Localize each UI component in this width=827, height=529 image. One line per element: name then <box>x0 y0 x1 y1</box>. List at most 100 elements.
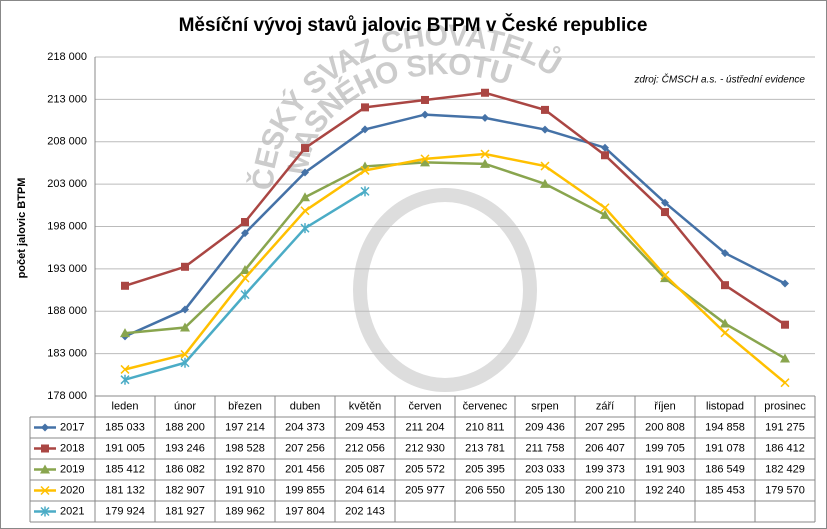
table-value: 211 204 <box>406 421 445 433</box>
x-tick-label: říjen <box>654 400 675 412</box>
legend-marker <box>40 506 50 517</box>
y-tick-label: 203 000 <box>47 178 87 190</box>
table-value: 200 210 <box>585 484 625 496</box>
marker <box>540 178 550 188</box>
marker <box>120 364 130 374</box>
marker <box>421 95 429 104</box>
marker <box>300 206 310 216</box>
marker <box>421 110 429 119</box>
x-tick-label: prosinec <box>764 400 806 412</box>
y-tick-label: 198 000 <box>47 220 87 232</box>
table-value: 210 811 <box>466 421 505 433</box>
table-value: 179 924 <box>105 505 145 517</box>
table-value: 206 407 <box>585 442 625 454</box>
table-value: 205 395 <box>465 463 505 475</box>
marker <box>360 186 370 197</box>
marker <box>540 161 550 171</box>
table-value: 199 373 <box>585 463 625 475</box>
marker <box>600 203 610 213</box>
marker <box>181 262 189 271</box>
marker <box>720 328 730 338</box>
table-value: 191 903 <box>645 463 685 475</box>
legend-marker <box>41 423 49 432</box>
table-value: 185 412 <box>105 463 145 475</box>
marker <box>361 125 369 134</box>
marker <box>241 218 249 227</box>
marker <box>120 374 130 385</box>
y-tick-label: 178 000 <box>47 390 87 402</box>
legend-label: 2017 <box>60 421 84 433</box>
marker <box>781 279 789 288</box>
line <box>124 152 786 384</box>
marker <box>480 158 490 168</box>
x-tick-label: červen <box>408 400 441 412</box>
x-tick-label: květěn <box>349 400 381 412</box>
marker <box>780 353 790 363</box>
marker <box>420 157 430 167</box>
table-value: 201 456 <box>285 463 325 475</box>
marker <box>481 88 489 97</box>
marker <box>240 264 250 274</box>
table-value: 205 572 <box>405 463 445 475</box>
table-value: 181 927 <box>165 505 205 517</box>
table-value: 213 781 <box>465 442 505 454</box>
table-value: 185 033 <box>105 421 145 433</box>
table-value: 182 907 <box>165 484 205 496</box>
table-value: 179 570 <box>765 484 805 496</box>
legend-marker <box>41 444 49 453</box>
x-tick-label: duben <box>290 400 321 412</box>
marker <box>240 289 250 300</box>
marker <box>480 149 490 159</box>
table-value: 204 373 <box>285 421 325 433</box>
marker <box>541 125 549 134</box>
legend-label: 2019 <box>60 463 84 475</box>
y-tick-label: 188 000 <box>47 305 87 317</box>
table-value: 205 087 <box>345 463 385 475</box>
marker <box>181 305 189 314</box>
y-tick-label: 183 000 <box>47 348 87 360</box>
table-value: 209 436 <box>525 421 565 433</box>
marker <box>241 229 249 238</box>
table-value: 192 240 <box>645 484 685 496</box>
table-value: 186 549 <box>705 463 745 475</box>
legend-marker <box>40 485 50 496</box>
marker <box>180 322 190 332</box>
table-value: 194 858 <box>705 421 745 433</box>
table-value: 182 429 <box>765 463 805 475</box>
table-value: 203 033 <box>525 463 565 475</box>
table-value: 191 005 <box>105 442 145 454</box>
y-tick-label: 213 000 <box>47 93 87 105</box>
marker <box>420 154 430 164</box>
line <box>124 91 786 326</box>
marker <box>661 208 669 217</box>
table-value: 205 977 <box>405 484 445 496</box>
table-value: 212 930 <box>405 442 445 454</box>
marker <box>240 273 250 283</box>
annotation: zdroj: ČMSCH a.s. - ústřední evidence <box>633 73 805 86</box>
table-value: 197 214 <box>225 421 265 433</box>
marker <box>360 165 370 175</box>
y-axis-label: počet jalovic BTPM <box>16 178 28 279</box>
marker <box>481 113 489 122</box>
y-tick-label: 193 000 <box>47 263 87 275</box>
marker <box>780 378 790 388</box>
marker <box>300 192 310 202</box>
table-value: 199 705 <box>645 442 685 454</box>
x-tick-label: leden <box>112 400 139 412</box>
marker <box>661 198 669 207</box>
watermark-logo <box>353 188 537 392</box>
marker <box>180 357 190 368</box>
table-value: 206 550 <box>465 484 505 496</box>
marker <box>601 143 609 152</box>
table-value: 192 870 <box>225 463 265 475</box>
marker <box>660 273 670 283</box>
y-tick-label: 208 000 <box>47 136 87 148</box>
table-value: 193 246 <box>165 442 205 454</box>
legend-label: 2018 <box>60 442 84 454</box>
table-value: 211 758 <box>526 442 565 454</box>
marker <box>300 223 310 234</box>
marker <box>361 103 369 112</box>
table-value: 185 453 <box>705 484 745 496</box>
